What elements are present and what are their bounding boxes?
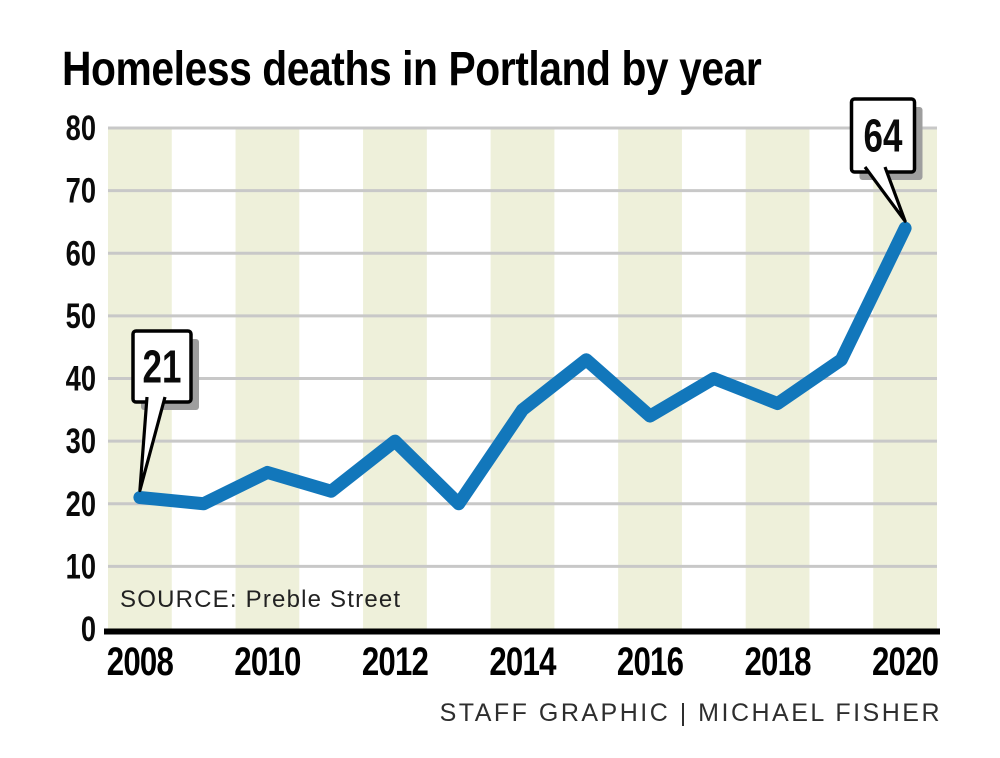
x-tick-label: 2008 bbox=[107, 639, 173, 684]
chart-title: Homeless deaths in Portland by year bbox=[62, 43, 762, 96]
callout-label: 64 bbox=[864, 110, 903, 162]
y-tick-label: 20 bbox=[66, 485, 96, 524]
y-tick-label: 0 bbox=[81, 610, 96, 649]
y-tick-label: 80 bbox=[66, 109, 96, 148]
y-tick-label: 60 bbox=[66, 234, 96, 273]
x-tick-label: 2010 bbox=[234, 639, 300, 684]
y-tick-label: 10 bbox=[66, 547, 96, 586]
callout-label: 21 bbox=[143, 341, 182, 393]
source-note: SOURCE: Preble Street bbox=[120, 586, 402, 613]
credit-line: STAFF GRAPHIC | MICHAEL FISHER bbox=[439, 699, 942, 727]
x-tick-label: 2018 bbox=[744, 639, 810, 684]
y-tick-label: 70 bbox=[66, 171, 96, 210]
x-tick-label: 2012 bbox=[362, 639, 428, 684]
x-tick-label: 2016 bbox=[617, 639, 683, 684]
x-tick-label: 2014 bbox=[489, 639, 556, 684]
callout-tail bbox=[863, 166, 907, 223]
y-tick-label: 50 bbox=[66, 297, 96, 336]
data-line bbox=[133, 221, 912, 511]
callout-tail bbox=[138, 396, 167, 493]
callout: 21 bbox=[131, 329, 199, 493]
y-tick-label: 40 bbox=[66, 359, 96, 398]
y-tick-label: 30 bbox=[66, 422, 96, 461]
x-tick-label: 2020 bbox=[872, 639, 938, 684]
callout: 64 bbox=[849, 97, 923, 223]
